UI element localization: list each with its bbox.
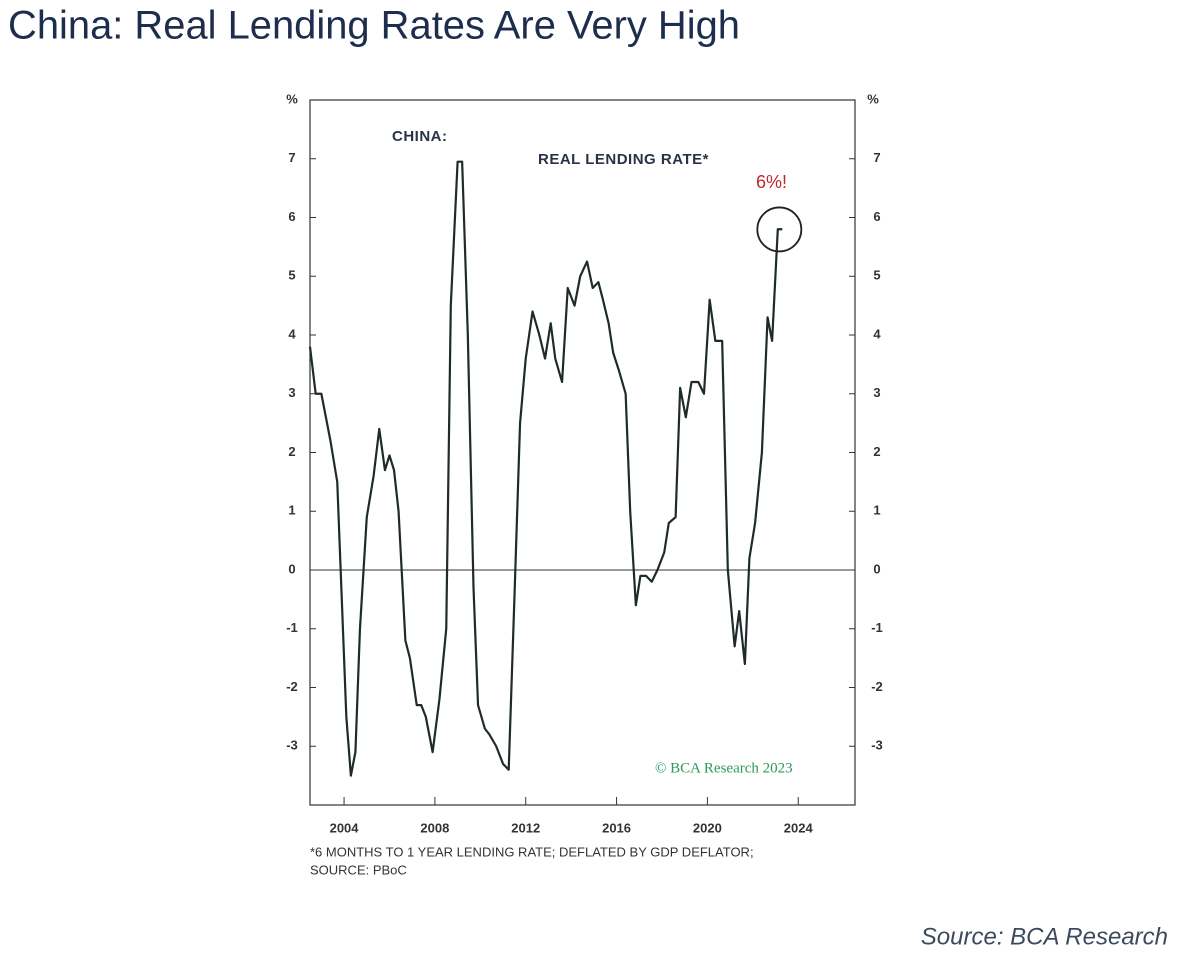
footnote: *6 MONTHS TO 1 YEAR LENDING RATE; DEFLAT…	[310, 844, 754, 859]
y-tick-label: 0	[288, 561, 295, 576]
y-tick-label: 5	[288, 268, 295, 283]
x-tick-label: 2020	[693, 820, 722, 835]
y2-tick-label: -2	[871, 679, 883, 694]
x-tick-label: 2016	[602, 820, 631, 835]
y2-tick-label: 2	[873, 444, 880, 459]
y-tick-label: 1	[288, 503, 295, 518]
y-tick-label: 2	[288, 444, 295, 459]
y2-tick-label: 1	[873, 503, 880, 518]
y2-tick-label: 4	[873, 326, 881, 341]
y2-tick-label: 0	[873, 561, 880, 576]
y-tick-label: -2	[286, 679, 298, 694]
x-tick-label: 2012	[511, 820, 540, 835]
copyright: © BCA Research 2023	[655, 760, 793, 776]
y-tick-label: 4	[288, 326, 296, 341]
x-tick-label: 2008	[420, 820, 449, 835]
y-tick-label: -1	[286, 620, 298, 635]
annotation: REAL LENDING RATE*	[538, 151, 709, 168]
y2-axis-unit: %	[867, 91, 879, 106]
line-series	[308, 160, 783, 777]
y2-tick-label: 6	[873, 209, 880, 224]
annotation: CHINA:	[392, 128, 448, 145]
plot-frame	[309, 99, 856, 806]
annotation: 6%!	[756, 172, 787, 192]
y-tick-label: -3	[286, 738, 298, 753]
y2-tick-label: -3	[871, 738, 883, 753]
y2-tick-label: -1	[871, 620, 883, 635]
y-tick-label: 7	[288, 150, 295, 165]
chart-title: China: Real Lending Rates Are Very High	[8, 4, 740, 48]
source: Source: BCA Research	[921, 923, 1168, 950]
x-tick-label: 2024	[784, 820, 814, 835]
highlight-circle	[756, 206, 803, 253]
y-tick-label: 3	[288, 385, 295, 400]
y2-tick-label: 5	[873, 268, 880, 283]
x-tick-label: 2004	[330, 820, 360, 835]
y2-tick-label: 3	[873, 385, 880, 400]
footnote: SOURCE: PBoC	[310, 862, 407, 877]
y-tick-label: 6	[288, 209, 295, 224]
y-axis-unit: %	[286, 91, 298, 106]
y2-tick-label: 7	[873, 150, 880, 165]
